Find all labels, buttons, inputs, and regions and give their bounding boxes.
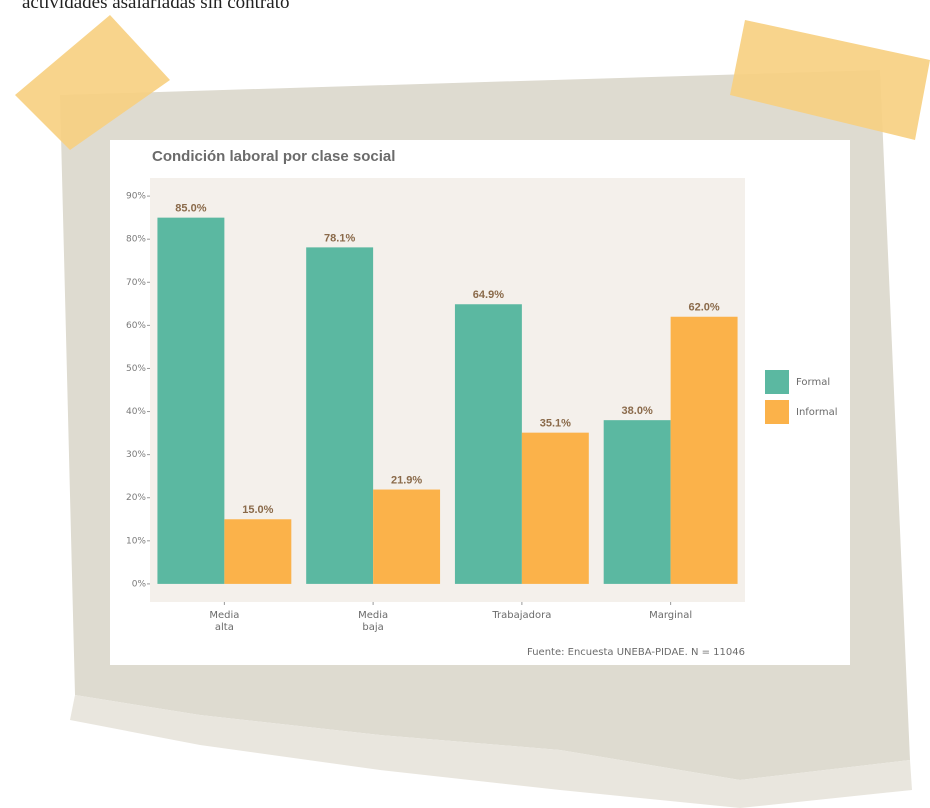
y-tick-label: 90% bbox=[126, 192, 146, 202]
y-tick-label: 50% bbox=[126, 364, 146, 374]
legend-key bbox=[765, 370, 789, 394]
bar bbox=[603, 420, 671, 584]
value-label: 85.0% bbox=[175, 203, 206, 215]
y-tick-label: 60% bbox=[126, 321, 146, 331]
y-tick-label: 80% bbox=[126, 235, 146, 245]
x-tick-label: Media baja bbox=[358, 610, 389, 633]
y-tick-label: 70% bbox=[126, 278, 146, 288]
value-label: 35.1% bbox=[540, 418, 571, 430]
y-tick-label: 0% bbox=[132, 579, 147, 589]
chart-title: Condición laboral por clase social bbox=[152, 148, 395, 165]
bar bbox=[224, 519, 292, 584]
header-text: actividades asalariadas sin contrato bbox=[22, 0, 290, 13]
legend-label: Formal bbox=[796, 377, 830, 388]
legend-label: Informal bbox=[796, 407, 838, 418]
bar bbox=[454, 304, 522, 584]
y-tick-label: 20% bbox=[126, 493, 146, 503]
value-label: 64.9% bbox=[473, 289, 504, 301]
y-tick-label: 40% bbox=[126, 407, 146, 417]
caption: Fuente: Encuesta UNEBA-PIDAE. N = 11046 bbox=[527, 647, 745, 658]
tape bbox=[730, 20, 930, 140]
bar bbox=[157, 217, 225, 584]
x-tick-label: Marginal bbox=[649, 610, 693, 621]
bar bbox=[670, 316, 738, 584]
value-label: 78.1% bbox=[324, 232, 355, 244]
tape bbox=[15, 15, 170, 150]
value-label: 62.0% bbox=[688, 302, 719, 314]
value-label: 38.0% bbox=[622, 405, 653, 417]
value-label: 15.0% bbox=[242, 504, 273, 516]
x-tick-label: Trabajadora bbox=[492, 610, 552, 621]
bar bbox=[306, 247, 374, 584]
value-label: 21.9% bbox=[391, 474, 422, 486]
torn-edge bbox=[70, 695, 912, 808]
x-tick-label: Media alta bbox=[209, 610, 240, 633]
legend-key bbox=[765, 400, 789, 424]
y-tick-label: 10% bbox=[126, 536, 146, 546]
bar bbox=[373, 489, 441, 584]
y-tick-label: 30% bbox=[126, 450, 146, 460]
bar bbox=[521, 432, 589, 584]
